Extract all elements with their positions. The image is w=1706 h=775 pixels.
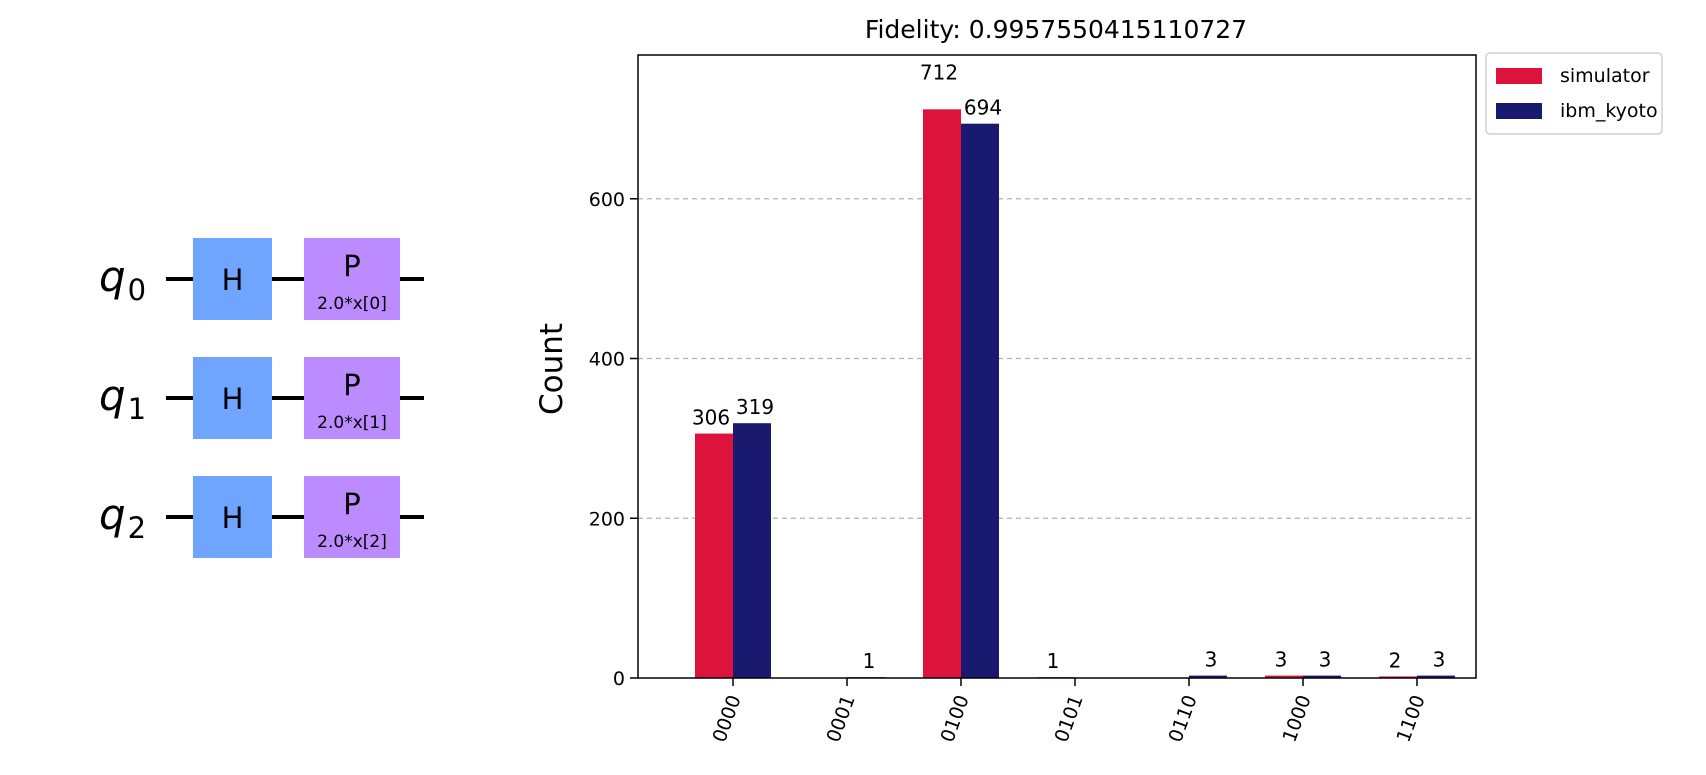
bar-ibm_kyoto — [1417, 675, 1455, 678]
gate-parameter: 2.0*x[2] — [317, 532, 387, 552]
bar-ibm_kyoto — [961, 123, 999, 678]
y-tick-label: 600 — [589, 189, 625, 211]
qubit-label: q2 — [99, 490, 146, 545]
bar-value-label: 712 — [920, 60, 958, 84]
hadamard-gate: H — [193, 357, 272, 439]
y-tick-label: 400 — [589, 349, 625, 371]
gate-box — [304, 476, 400, 558]
legend: simulator ibm_kyoto — [1485, 52, 1663, 135]
legend-label: simulator — [1560, 65, 1650, 87]
bar-value-label: 2 — [1389, 648, 1402, 672]
gate-box — [304, 357, 400, 439]
qubit-index: 0 — [128, 273, 146, 307]
y-axis-label: Count — [534, 323, 570, 415]
qubit-row: q2 H P 2.0*x[2] — [99, 476, 424, 558]
bar-value-label: 1 — [863, 649, 876, 673]
gate-box — [193, 476, 272, 558]
gate-name: P — [343, 249, 361, 283]
quantum-circuit: q0 H P2.0*x[0]q1 H P2.0*x[1]q2 H P2.0*x[2] — [99, 238, 424, 558]
bar-chart: Fidelity: 0.9957550415110727 Count 306 31… — [534, 15, 1663, 745]
gate-box — [193, 357, 272, 439]
qubit-index: 1 — [128, 392, 146, 426]
bar-simulator — [923, 109, 961, 679]
bar-value-label: 1 — [1047, 649, 1060, 673]
plot-frame — [637, 54, 1477, 679]
gate-parameter: 2.0*x[1] — [317, 413, 387, 433]
y-axis-ticks: 0 200 400 600 — [589, 189, 638, 690]
legend-swatch — [1496, 68, 1542, 84]
bar-ibm_kyoto — [1303, 675, 1341, 678]
chart-title: Fidelity: 0.9957550415110727 — [865, 15, 1247, 44]
bar-ibm_kyoto — [733, 423, 771, 678]
qubit-index: 2 — [128, 511, 146, 545]
bar-simulator — [695, 433, 733, 678]
gate-box — [193, 238, 272, 320]
phase-gate: P 2.0*x[1] — [304, 357, 400, 439]
bar-value-label: 3 — [1275, 648, 1288, 672]
bar-simulator — [1379, 676, 1417, 678]
phase-gate: P 2.0*x[0] — [304, 238, 400, 320]
bar-value-label: 306 — [692, 406, 730, 430]
hadamard-gate: H — [193, 476, 272, 558]
bar-value-label: 694 — [964, 96, 1002, 120]
gate-name: P — [343, 368, 361, 402]
bars — [695, 109, 1455, 679]
bar-ibm_kyoto — [1189, 675, 1227, 678]
phase-gate: P 2.0*x[2] — [304, 476, 400, 558]
gate-name: H — [222, 382, 244, 416]
bar-simulator — [1265, 675, 1303, 678]
bar-value-label: 3 — [1433, 648, 1446, 672]
legend-swatch — [1496, 103, 1542, 119]
gate-name: H — [222, 501, 244, 535]
gate-name: P — [343, 487, 361, 521]
bar-value-label: 3 — [1205, 648, 1218, 672]
hadamard-gate: H — [193, 238, 272, 320]
y-tick-label: 0 — [613, 668, 625, 690]
gate-box — [304, 238, 400, 320]
legend-label: ibm_kyoto — [1560, 100, 1658, 122]
bar-value-label: 319 — [736, 395, 774, 419]
y-tick-label: 200 — [589, 508, 625, 530]
gate-parameter: 2.0*x[0] — [317, 294, 387, 314]
bar-value-label: 3 — [1319, 648, 1332, 672]
gridlines — [638, 198, 1476, 519]
gate-name: H — [222, 263, 244, 297]
